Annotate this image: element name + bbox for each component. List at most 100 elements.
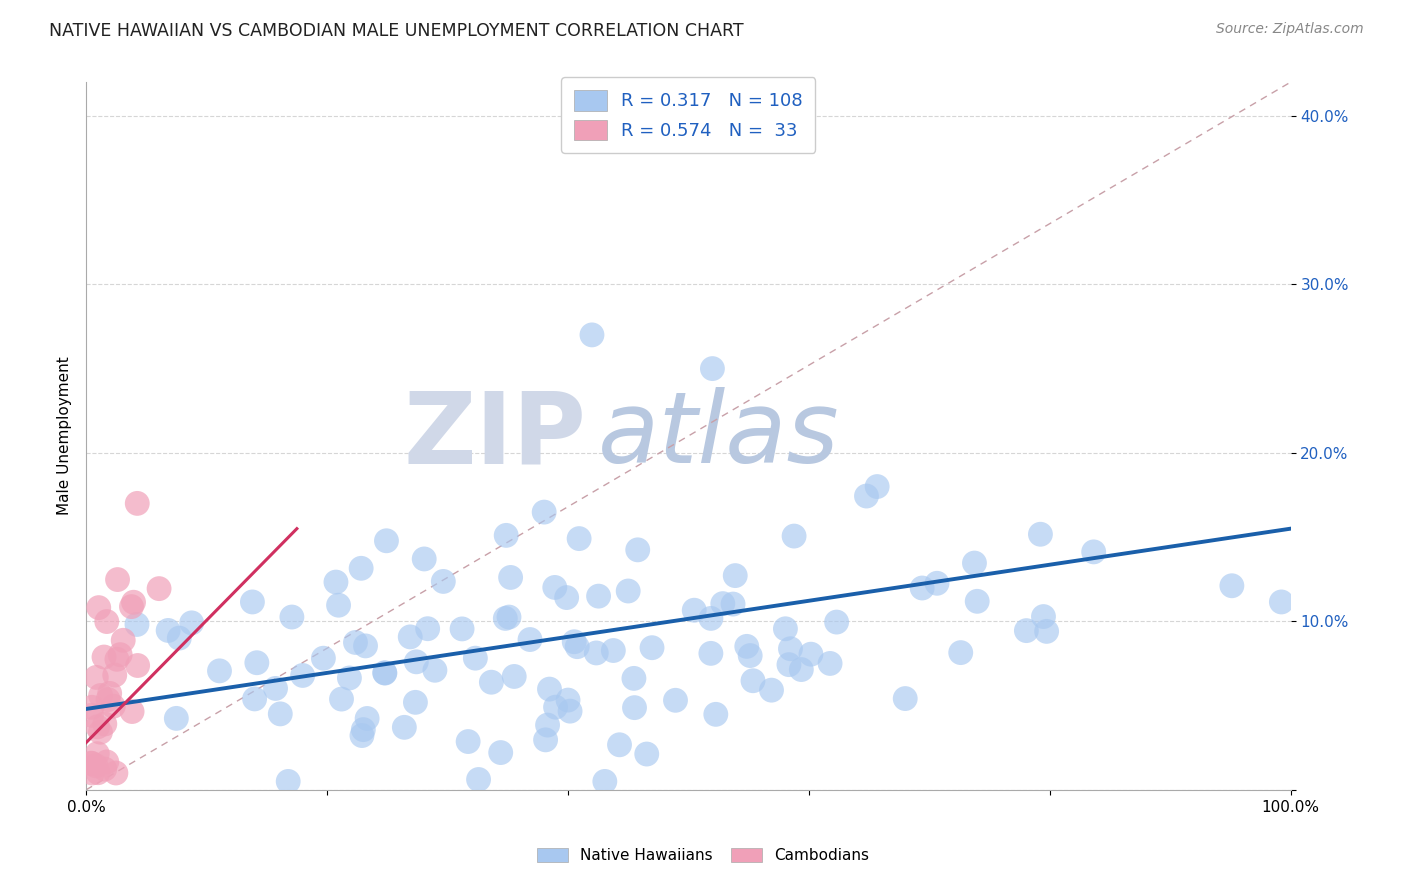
Point	[356, 711, 378, 725]
Point	[180, 615, 202, 630]
Point	[779, 641, 801, 656]
Point	[121, 705, 143, 719]
Point	[494, 611, 516, 625]
Point	[277, 774, 299, 789]
Point	[641, 640, 664, 655]
Point	[949, 646, 972, 660]
Point	[503, 669, 526, 683]
Point	[108, 648, 131, 662]
Point	[609, 738, 631, 752]
Point	[700, 646, 723, 660]
Point	[169, 631, 191, 645]
Point	[82, 766, 104, 780]
Point	[339, 671, 361, 685]
Point	[538, 682, 561, 697]
Point	[702, 361, 724, 376]
Point	[866, 479, 889, 493]
Point	[623, 672, 645, 686]
Text: Source: ZipAtlas.com: Source: ZipAtlas.com	[1216, 22, 1364, 37]
Point	[269, 706, 291, 721]
Point	[778, 657, 800, 672]
Text: atlas: atlas	[598, 387, 839, 484]
Point	[84, 758, 107, 772]
Point	[125, 617, 148, 632]
Point	[94, 717, 117, 731]
Point	[404, 695, 426, 709]
Point	[567, 640, 589, 654]
Point	[683, 603, 706, 617]
Point	[96, 755, 118, 769]
Point	[894, 691, 917, 706]
Point	[499, 570, 522, 584]
Legend: Native Hawaiians, Cambodians: Native Hawaiians, Cambodians	[530, 840, 876, 871]
Point	[80, 756, 103, 771]
Point	[704, 707, 727, 722]
Point	[86, 720, 108, 734]
Point	[911, 581, 934, 595]
Point	[1032, 609, 1054, 624]
Point	[534, 732, 557, 747]
Point	[1029, 527, 1052, 541]
Point	[627, 542, 650, 557]
Point	[568, 532, 591, 546]
Point	[243, 692, 266, 706]
Point	[416, 622, 439, 636]
Point	[562, 634, 585, 648]
Point	[498, 610, 520, 624]
Point	[602, 643, 624, 657]
Point	[775, 622, 797, 636]
Point	[464, 651, 486, 665]
Point	[544, 581, 567, 595]
Point	[761, 683, 783, 698]
Point	[495, 528, 517, 542]
Point	[700, 611, 723, 625]
Point	[724, 568, 747, 582]
Point	[394, 720, 416, 734]
Point	[328, 598, 350, 612]
Point	[721, 597, 744, 611]
Point	[740, 648, 762, 663]
Point	[374, 665, 396, 680]
Point	[1083, 545, 1105, 559]
Point	[80, 756, 103, 771]
Point	[350, 561, 373, 575]
Point	[104, 668, 127, 682]
Point	[432, 574, 454, 589]
Point	[818, 657, 841, 671]
Legend: R = 0.317   N = 108, R = 0.574   N =  33: R = 0.317 N = 108, R = 0.574 N = 33	[561, 77, 815, 153]
Point	[617, 584, 640, 599]
Point	[104, 766, 127, 780]
Point	[581, 327, 603, 342]
Point	[413, 552, 436, 566]
Point	[489, 746, 512, 760]
Y-axis label: Male Unemployment: Male Unemployment	[58, 357, 72, 516]
Text: NATIVE HAWAIIAN VS CAMBODIAN MALE UNEMPLOYMENT CORRELATION CHART: NATIVE HAWAIIAN VS CAMBODIAN MALE UNEMPL…	[49, 22, 744, 40]
Point	[467, 772, 489, 787]
Point	[536, 718, 558, 732]
Point	[790, 663, 813, 677]
Point	[127, 658, 149, 673]
Point	[122, 595, 145, 609]
Point	[963, 556, 986, 570]
Point	[107, 573, 129, 587]
Point	[354, 639, 377, 653]
Point	[479, 675, 502, 690]
Point	[925, 576, 948, 591]
Point	[281, 610, 304, 624]
Point	[87, 600, 110, 615]
Point	[825, 615, 848, 629]
Point	[623, 700, 645, 714]
Point	[80, 708, 103, 723]
Point	[1270, 595, 1292, 609]
Point	[105, 652, 128, 666]
Point	[87, 765, 110, 780]
Point	[157, 624, 180, 638]
Point	[399, 630, 422, 644]
Point	[96, 615, 118, 629]
Point	[375, 533, 398, 548]
Point	[557, 693, 579, 707]
Point	[98, 686, 121, 700]
Point	[636, 747, 658, 761]
Point	[423, 663, 446, 677]
Point	[855, 489, 877, 503]
